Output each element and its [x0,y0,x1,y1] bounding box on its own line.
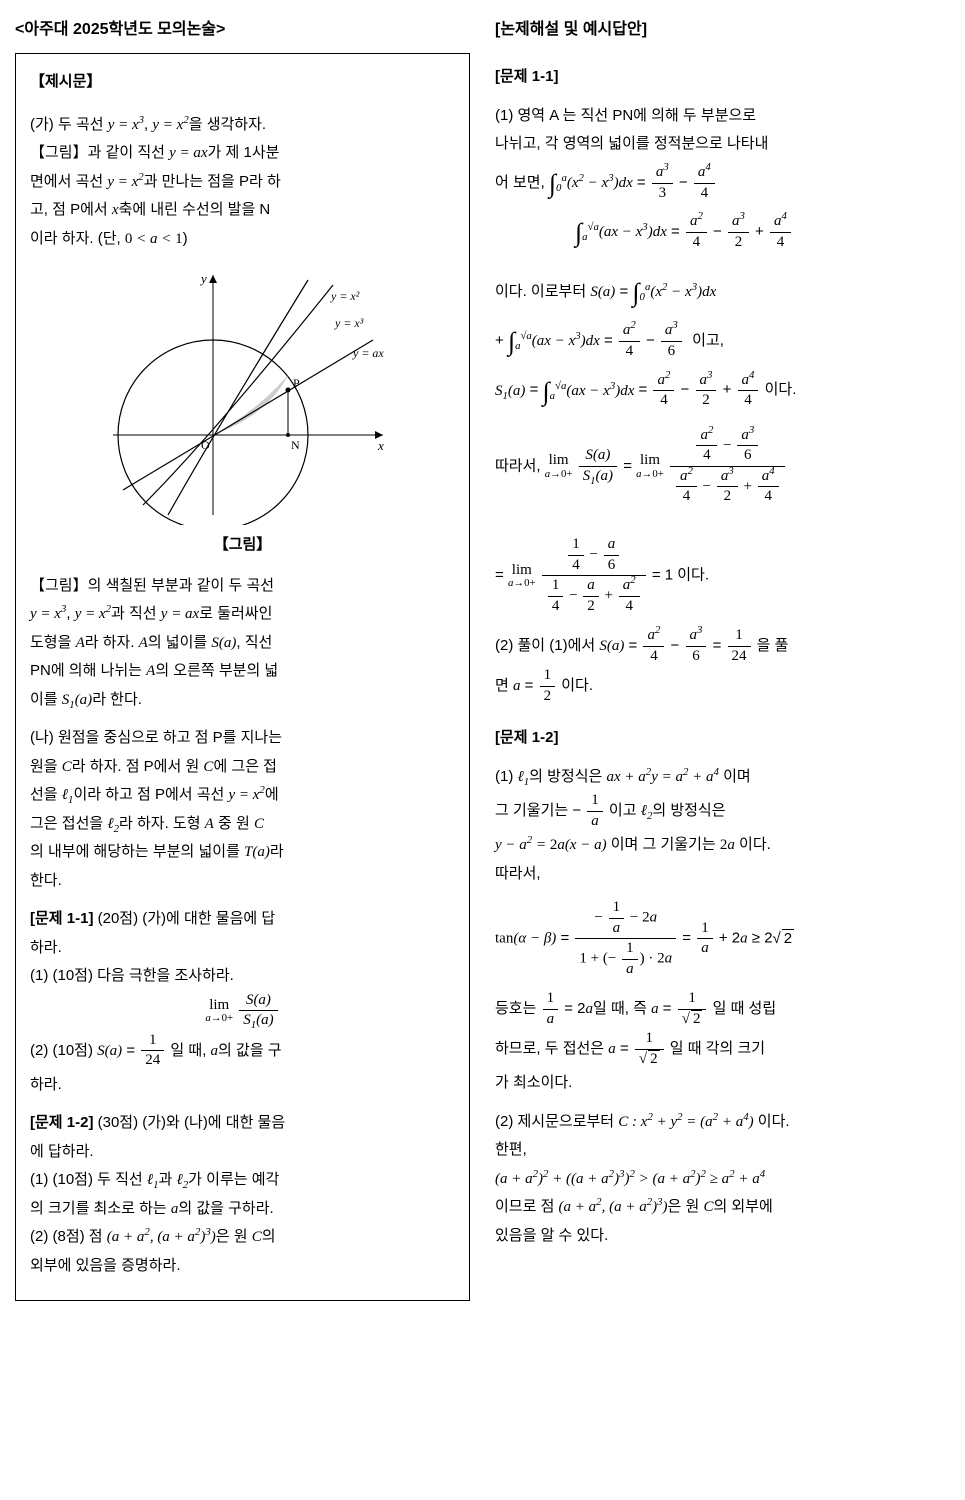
sol-12-tan: tan(α − β) = − 1a − 2a 1 + (− 1a) · 2a =… [495,898,950,979]
p12-1: (1) (10점) 두 직선 ℓ1과 ℓ2가 이루는 예각 [30,1171,279,1188]
ga-line: 【그림】과 같이 직선 y = ax가 제 1사분 [30,144,279,161]
na-line: 한다. [30,872,62,889]
p11-head: [문제 1-1] [30,910,93,927]
af-line: 도형을 A라 하자. A의 넓이를 S(a), 직선 [30,634,272,651]
axis-y-label: y [199,271,207,286]
s11-eq2: ∫a√a(ax − x3)dx = a24 − a32 + a44 [575,223,793,240]
problem-1-2: [문제 1-2] (30점) (가)와 (나)에 대한 물음에 답하라. (1)… [30,1109,455,1280]
af-line: 이를 S1(a)라 한다. [30,691,142,708]
ga-line: 면에서 곡선 y = x2과 만나는 점을 P라 하 [30,173,281,190]
p11-1-limit: lima→0+ S(a)S1(a) [30,991,455,1031]
af-line: y = x3, y = x2과 직선 y = ax로 둘러싸인 [30,605,272,622]
box-heading: 【제시문】 [30,68,455,97]
p12-1b: 의 크기를 최소로 하는 a의 값을 구하라. [30,1200,274,1217]
p11-2c: 하라. [30,1076,62,1093]
na-line: 그은 접선을 ℓ2라 하자. 도형 A 중 원 C [30,815,264,832]
p12-head: [문제 1-2] [30,1114,93,1131]
sol-12-2: (2) 제시문으로부터 C : x2 + y2 = (a2 + a4) 이다. … [495,1108,950,1251]
axis-x-label: x [377,438,384,453]
left-column: <아주대 2025학년도 모의논술> 【제시문】 (가) 두 곡선 y = x3… [15,15,470,1301]
right-column: [논제해설 및 예시답안] [문제 1-1] (1) 영역 A 는 직선 PN에… [495,15,950,1301]
line-ax-label: y = ax [352,346,384,360]
after-figure: 【그림】의 색칠된 부분과 같이 두 곡선 y = x3, y = x2과 직선… [30,572,455,715]
sol-11-Sa: 이다. 이로부터 S(a) = ∫0a(x2 − x3)dx + ∫a√a(ax… [495,268,950,416]
sol-11-1: (1) 영역 A 는 직선 PN에 의해 두 부분으로 나뉘고, 각 영역의 넓… [495,102,950,258]
na-line: 선을 ℓ1이라 하고 점 P에서 곡선 y = x2에 [30,786,279,803]
p11-2: (2) (10점) S(a) = 124 일 때, a의 값을 구 [30,1042,282,1059]
af-line: 【그림】의 색칠된 부분과 같이 두 곡선 [30,577,274,594]
curve-x3-label: y = x³ [334,316,364,330]
na-line: 원을 C라 하자. 점 P에서 원 C에 그은 접 [30,758,277,775]
figure-caption: 【그림】 [30,531,455,560]
sol-11-lim: 따라서, lima→0+ S(a)S1(a) = lima→0+ a24 − a… [495,426,950,617]
figure: x y O P N y = x² y = x³ y = ax 【그림】 [30,265,455,560]
ga-line: (가) 두 곡선 y = x3, y = x2을 생각하자. [30,116,266,133]
p12-2b: 외부에 있음을 증명하라. [30,1257,181,1274]
s11-l1: (1) 영역 A 는 직선 PN에 의해 두 부분으로 [495,107,756,124]
p11-1: (1) (10점) 다음 극한을 조사하라. [30,967,234,984]
na-line: 의 내부에 해당하는 부분의 넓이를 T(a)라 [30,843,284,860]
passage-ga: (가) 두 곡선 y = x3, y = x2을 생각하자. 【그림】과 같이 … [30,111,455,254]
left-title: <아주대 2025학년도 모의논술> [15,15,470,45]
problem-box: 【제시문】 (가) 두 곡선 y = x3, y = x2을 생각하자. 【그림… [15,53,470,1301]
curve-x2-label: y = x² [330,289,360,303]
ga-line: 고, 점 P에서 x축에 내린 수선의 발을 N [30,201,270,218]
af-line: PN에 의해 나뉘는 A의 오른쪽 부분의 넓 [30,662,278,679]
s11-l3: 어 보면, ∫0a(x2 − x3)dx = a33 − a44 [495,174,717,191]
graph-svg: x y O P N y = x² y = x³ y = ax [93,265,393,525]
sol-11-head: [문제 1-1] [495,63,950,92]
point-n-label: N [291,438,300,452]
sol-12-head: [문제 1-2] [495,724,950,753]
sol-12-eq: 등호는 1a = 2a일 때, 즉 a = 12 일 때 성립 하므로, 두 접… [495,989,950,1098]
sol-11-2: (2) 풀이 (1)에서 S(a) = a24 − a36 = 124 을 풀 … [495,626,950,706]
origin-label: O [201,438,210,452]
right-title: [논제해설 및 예시답안] [495,15,950,45]
na-line: (나) 원점을 중심으로 하고 점 P를 지나는 [30,729,282,746]
point-p-label: P [293,376,300,390]
ga-line: 이라 하자. (단, 0 < a < 1) [30,230,188,247]
p12-2: (2) (8점) 점 (a + a2, (a + a2)3)은 원 C의 [30,1228,276,1245]
passage-na: (나) 원점을 중심으로 하고 점 P를 지나는 원을 C라 하자. 점 P에서… [30,724,455,895]
problem-1-1: [문제 1-1] (20점) (가)에 대한 물음에 답하라. (1) (10점… [30,905,455,1099]
s11-l2: 나뉘고, 각 영역의 넓이를 정적분으로 나타내 [495,135,768,152]
sol-12-1: (1) ℓ1의 방정식은 ax + a2y = a2 + a4 이며 그 기울기… [495,763,950,889]
